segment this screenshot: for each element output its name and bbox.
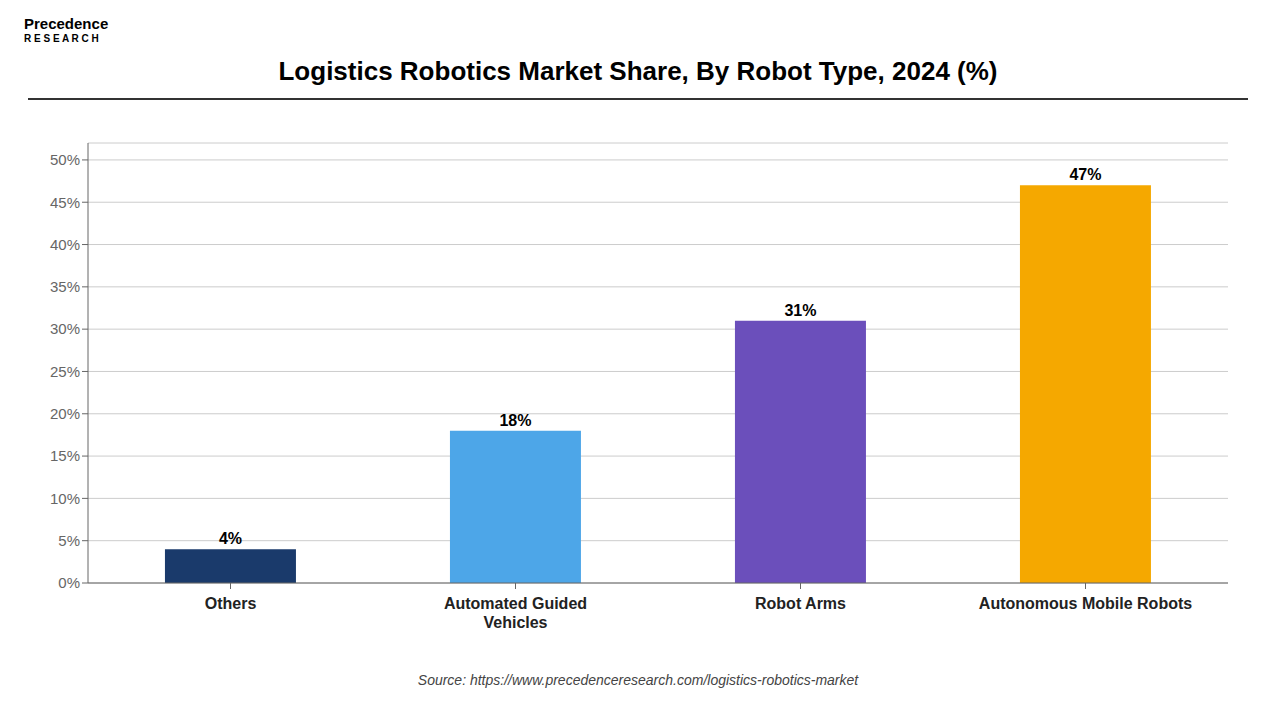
svg-text:Others: Others — [205, 595, 257, 612]
svg-text:31%: 31% — [784, 302, 816, 319]
svg-text:40%: 40% — [50, 236, 80, 253]
svg-text:15%: 15% — [50, 447, 80, 464]
svg-text:10%: 10% — [50, 490, 80, 507]
svg-text:30%: 30% — [50, 320, 80, 337]
svg-text:5%: 5% — [58, 532, 80, 549]
svg-text:50%: 50% — [50, 151, 80, 168]
svg-text:0%: 0% — [58, 574, 80, 591]
html-text:Logistics Robotics Market Shar: Logistics Robotics Market Share, By Robo… — [278, 56, 998, 86]
svg-text:18%: 18% — [499, 412, 531, 429]
svg-text:47%: 47% — [1069, 166, 1101, 183]
svg-text:45%: 45% — [50, 194, 80, 211]
svg-text:4%: 4% — [219, 530, 242, 547]
svg-text:Automated GuidedVehicles: Automated GuidedVehicles — [444, 595, 587, 631]
svg-text:25%: 25% — [50, 363, 80, 380]
svg-text:35%: 35% — [50, 278, 80, 295]
html-text:Precedence: Precedence — [24, 15, 109, 32]
svg-text:20%: 20% — [50, 405, 80, 422]
html-text:Source: https://www.precedence: Source: https://www.precedenceresearch.c… — [417, 672, 859, 688]
html-text:R E S E A R C H: R E S E A R C H — [24, 32, 99, 44]
svg-text:Autonomous Mobile Robots: Autonomous Mobile Robots — [979, 595, 1192, 612]
svg-text:Robot Arms: Robot Arms — [755, 595, 846, 612]
